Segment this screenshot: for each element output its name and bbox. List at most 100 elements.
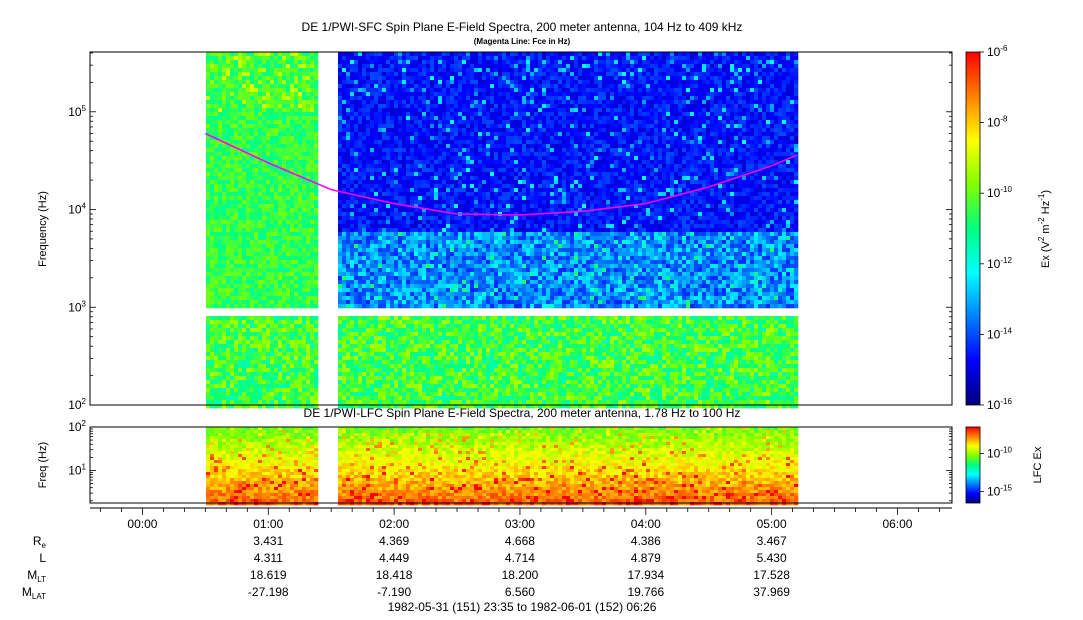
sfc-cell — [306, 80, 311, 85]
sfc-cell — [226, 64, 231, 69]
sfc-cell — [286, 132, 291, 137]
sfc-cell — [402, 128, 407, 133]
sfc-cell — [342, 300, 347, 305]
sfc-cell — [374, 212, 379, 217]
sfc-cell — [310, 192, 315, 197]
sfc-cell — [262, 356, 267, 361]
sfc-cell — [358, 240, 363, 245]
sfc-cell — [302, 284, 307, 289]
sfc-cell — [286, 256, 291, 261]
sfc-cell — [374, 100, 379, 105]
sfc-cell — [294, 304, 299, 309]
sfc-cell — [442, 76, 447, 81]
sfc-cell — [222, 356, 227, 361]
sfc-cell — [426, 84, 431, 89]
sfc-cell — [266, 356, 271, 361]
sfc-cell — [378, 284, 383, 289]
sfc-cell — [226, 128, 231, 133]
sfc-cell — [398, 364, 403, 369]
sfc-cell — [234, 216, 239, 221]
sfc-cell — [278, 280, 283, 285]
sfc-cell — [398, 164, 403, 169]
sfc-cell — [218, 236, 223, 241]
sfc-cell — [378, 68, 383, 73]
sfc-cell — [382, 344, 387, 349]
sfc-cell — [266, 136, 271, 141]
sfc-cell — [406, 372, 411, 377]
sfc-cell — [370, 228, 375, 233]
sfc-cell — [286, 136, 291, 141]
sfc-cell — [338, 400, 343, 405]
sfc-cell — [402, 120, 407, 125]
sfc-cell — [442, 140, 447, 145]
sfc-cell — [294, 368, 299, 373]
sfc-cell — [342, 116, 347, 121]
sfc-cell — [370, 112, 375, 117]
sfc-cell — [454, 152, 459, 157]
sfc-cell — [210, 288, 215, 293]
sfc-cell — [442, 144, 447, 149]
sfc-cell — [226, 188, 231, 193]
sfc-cell — [234, 84, 239, 89]
sfc-cell — [294, 280, 299, 285]
sfc-cell — [358, 80, 363, 85]
sfc-cell — [242, 84, 247, 89]
sfc-cell — [350, 52, 355, 57]
sfc-cell — [234, 388, 239, 393]
sfc-cell — [430, 96, 435, 101]
sfc-cell — [242, 384, 247, 389]
sfc-cell — [374, 76, 379, 81]
sfc-cell — [362, 316, 367, 321]
sfc-cell — [426, 116, 431, 121]
sfc-cell — [282, 116, 287, 121]
sfc-cell — [442, 388, 447, 393]
sfc-cell — [434, 324, 439, 329]
sfc-cell — [386, 232, 391, 237]
sfc-cell — [246, 52, 251, 57]
sfc-cell — [354, 116, 359, 121]
sfc-cell — [230, 324, 235, 329]
sfc-cell — [406, 164, 411, 169]
sfc-cell — [282, 60, 287, 65]
sfc-cell — [402, 388, 407, 393]
sfc-cell — [406, 112, 411, 117]
sfc-cell — [222, 332, 227, 337]
sfc-cell — [274, 72, 279, 77]
sfc-cell — [278, 300, 283, 305]
sfc-cell — [246, 328, 251, 333]
sfc-cell — [262, 196, 267, 201]
sfc-cell — [222, 88, 227, 93]
sfc-cell — [222, 224, 227, 229]
sfc-cell — [422, 120, 427, 125]
sfc-cell — [270, 68, 275, 73]
sfc-cell — [394, 104, 399, 109]
sfc-cell — [346, 92, 351, 97]
sfc-cell — [446, 172, 451, 177]
sfc-cell — [206, 368, 211, 373]
sfc-cell — [230, 56, 235, 61]
sfc-cell — [382, 184, 387, 189]
sfc-cell — [238, 392, 243, 397]
sfc-cell — [414, 316, 419, 321]
sfc-cell — [394, 192, 399, 197]
sfc-cell — [386, 344, 391, 349]
sfc-cell — [250, 116, 255, 121]
sfc-cell — [310, 64, 315, 69]
sfc-cell — [294, 84, 299, 89]
sfc-cell — [222, 76, 227, 81]
sfc-cell — [246, 148, 251, 153]
sfc-cell — [242, 324, 247, 329]
sfc-cell — [446, 56, 451, 61]
sfc-cell — [430, 384, 435, 389]
sfc-cell — [270, 204, 275, 209]
sfc-cell — [282, 268, 287, 273]
sfc-cell — [310, 340, 315, 345]
sfc-cell — [226, 328, 231, 333]
sfc-cell — [206, 148, 211, 153]
sfc-cell — [378, 76, 383, 81]
sfc-cell — [306, 336, 311, 341]
sfc-cell — [406, 68, 411, 73]
sfc-cell — [450, 208, 455, 213]
sfc-cell — [406, 192, 411, 197]
sfc-cell — [398, 372, 403, 377]
